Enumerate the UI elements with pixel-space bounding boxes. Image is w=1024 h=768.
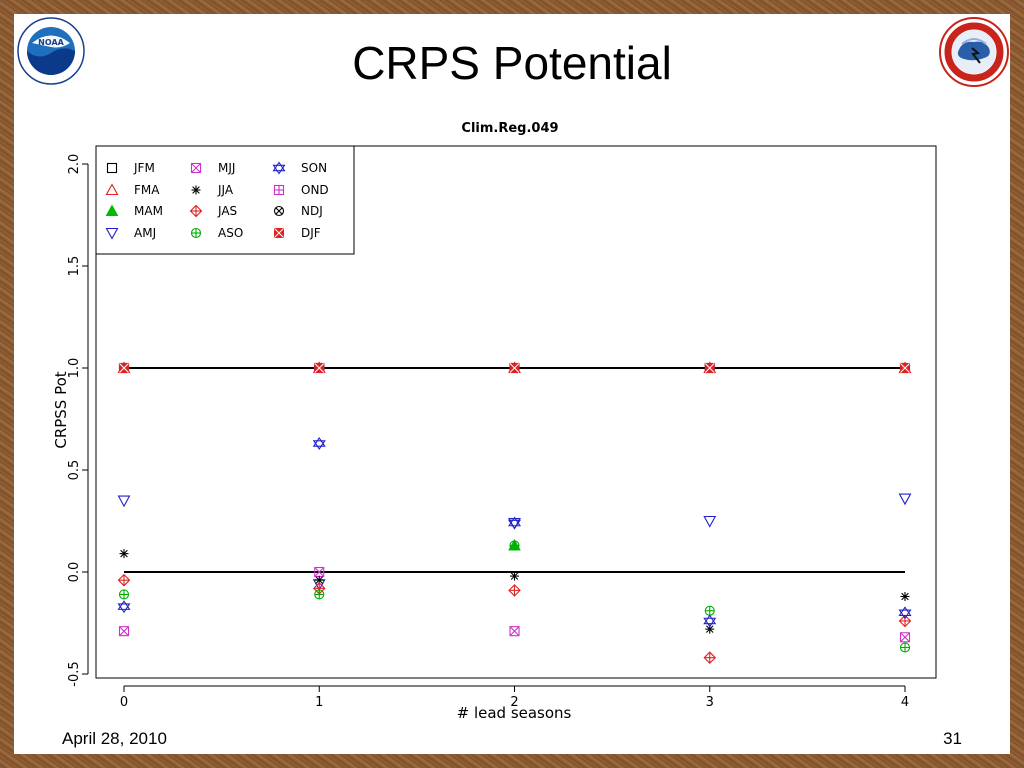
legend-item-fma: FMA bbox=[105, 183, 160, 197]
legend-marker bbox=[189, 204, 203, 218]
series-jja bbox=[119, 549, 910, 634]
x-axis-label: # lead seasons bbox=[457, 704, 572, 722]
legend-marker bbox=[190, 162, 202, 174]
legend-item-jas: JAS bbox=[189, 204, 237, 218]
data-point-aso-0 bbox=[118, 589, 130, 600]
legend-marker bbox=[273, 205, 285, 217]
series-mjj bbox=[118, 566, 911, 643]
y-tick-label: -0.5 bbox=[67, 661, 82, 686]
slide-date: April 28, 2010 bbox=[62, 729, 167, 748]
legend-marker bbox=[105, 227, 119, 240]
data-point-jja-0 bbox=[119, 549, 129, 559]
data-point-amj-4 bbox=[898, 493, 912, 506]
legend-item-djf: DJF bbox=[274, 226, 321, 240]
legend-marker bbox=[105, 204, 119, 216]
data-point-aso-4 bbox=[899, 642, 911, 653]
data-point-son-0 bbox=[117, 600, 131, 614]
data-point-mjj-0 bbox=[118, 626, 130, 637]
legend-marker bbox=[191, 185, 201, 195]
legend-marker bbox=[272, 161, 286, 175]
data-point-jas-4 bbox=[898, 614, 912, 628]
data-point-jas-0 bbox=[117, 573, 131, 587]
data-point-aso-2 bbox=[509, 540, 520, 551]
legend-item-son: SON bbox=[272, 161, 327, 175]
x-tick-label: 0 bbox=[120, 695, 128, 710]
chart-title: Clim.Reg.049 bbox=[461, 121, 558, 136]
legend-marker bbox=[273, 184, 285, 196]
legend-label: JAS bbox=[217, 204, 237, 218]
legend-item-mjj: MJJ bbox=[190, 161, 235, 175]
plot-area bbox=[95, 145, 937, 679]
legend-marker bbox=[105, 183, 119, 196]
legend-item-ond: OND bbox=[273, 183, 329, 197]
legend-item-amj: AMJ bbox=[105, 226, 156, 240]
nws-logo bbox=[939, 17, 1009, 87]
legend-label: JFM bbox=[133, 161, 155, 175]
x-axis: 0 1 2 3 4 bbox=[120, 685, 909, 710]
data-point-djf-3 bbox=[704, 363, 715, 373]
legend-item-ndj: NDJ bbox=[273, 204, 323, 218]
series-djf bbox=[119, 363, 910, 373]
x-tick-label: 4 bbox=[901, 695, 909, 710]
data-point-djf-0 bbox=[119, 363, 129, 373]
legend-marker bbox=[106, 162, 118, 174]
x-tick-label: 3 bbox=[706, 695, 714, 710]
data-point-mjj-3 bbox=[899, 632, 911, 643]
noaa-logo: NOAA bbox=[17, 17, 85, 85]
y-tick-label: 1.0 bbox=[67, 358, 82, 379]
data-point-djf-4 bbox=[900, 363, 910, 373]
y-axis-label: CRPSS Pot bbox=[52, 371, 70, 448]
legend-item-mam: MAM bbox=[105, 204, 163, 218]
svg-text:NOAA: NOAA bbox=[38, 38, 64, 47]
legend-label: JJA bbox=[217, 183, 234, 197]
legend-label: ASO bbox=[218, 226, 243, 240]
legend: JFM FMA MAM AMJ MJJ JJA JAS ASO SON OND NDJ DJF bbox=[95, 145, 355, 255]
data-point-amj-0 bbox=[117, 495, 131, 508]
legend-label: AMJ bbox=[134, 226, 156, 240]
legend-box bbox=[95, 145, 355, 255]
legend-label: MAM bbox=[134, 204, 163, 218]
data-point-jas-3 bbox=[703, 651, 717, 664]
data-point-aso-1 bbox=[314, 589, 325, 600]
series-aso bbox=[118, 540, 911, 653]
data-point-mjj-2 bbox=[509, 626, 520, 637]
legend-label: DJF bbox=[301, 226, 321, 240]
data-point-djf-1 bbox=[314, 363, 325, 373]
legend-label: NDJ bbox=[301, 204, 323, 218]
x-tick-label: 2 bbox=[510, 695, 518, 710]
y-tick-label: 0.5 bbox=[67, 460, 82, 481]
data-point-djf-2 bbox=[509, 363, 520, 373]
legend-label: MJJ bbox=[218, 161, 235, 175]
legend-item-jja: JJA bbox=[191, 183, 234, 197]
series-son bbox=[117, 436, 912, 628]
data-point-jja-4 bbox=[900, 591, 910, 601]
data-point-jas-2 bbox=[508, 584, 521, 597]
data-point-jja-2 bbox=[510, 571, 519, 581]
series-jas bbox=[117, 573, 912, 664]
legend-marker bbox=[274, 228, 284, 238]
legend-item-aso: ASO bbox=[190, 226, 243, 240]
y-tick-label: 0.0 bbox=[67, 562, 82, 583]
slide-page-number: 31 bbox=[943, 729, 962, 748]
legend-marker bbox=[190, 227, 202, 239]
data-point-son-3 bbox=[703, 614, 717, 628]
data-point-aso-3 bbox=[704, 605, 715, 616]
data-point-son-2 bbox=[507, 516, 522, 530]
y-axis: -0.5 0.0 0.5 1.0 1.5 2.0 bbox=[67, 154, 89, 687]
data-point-amj-3 bbox=[703, 515, 717, 528]
x-tick-label: 1 bbox=[315, 695, 323, 710]
y-tick-label: 2.0 bbox=[67, 154, 82, 175]
data-point-son-1 bbox=[312, 436, 326, 450]
legend-label: OND bbox=[301, 183, 329, 197]
y-tick-label: 1.5 bbox=[67, 256, 82, 277]
data-points bbox=[117, 361, 912, 664]
legend-label: SON bbox=[301, 161, 327, 175]
legend-item-jfm: JFM bbox=[106, 161, 155, 175]
data-point-son-4 bbox=[898, 606, 912, 620]
legend-label: FMA bbox=[134, 183, 160, 197]
slide-title: CRPS Potential bbox=[352, 37, 672, 89]
